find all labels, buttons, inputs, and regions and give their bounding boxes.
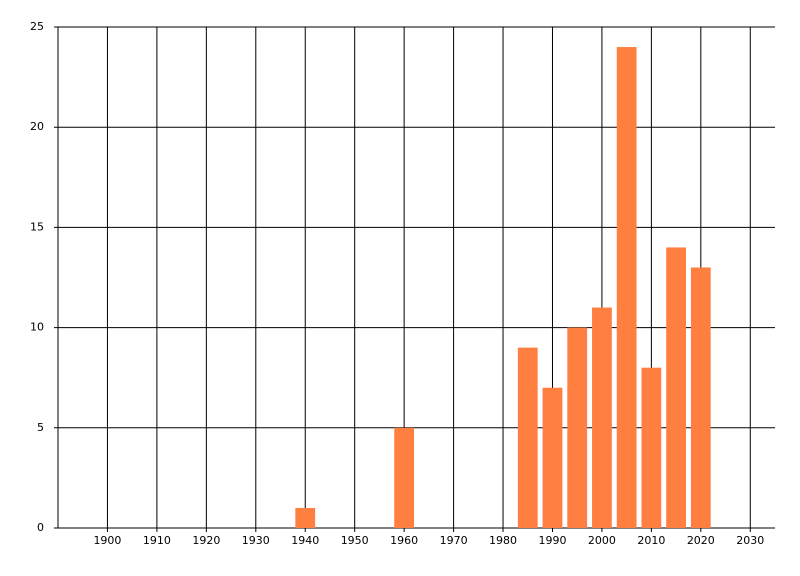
x-tick-label: 1940 [291,534,319,547]
bar [690,267,711,528]
bar [641,367,662,528]
y-tick-label: 15 [30,220,44,233]
bar [666,247,686,528]
bar [295,507,316,528]
bar [616,47,637,528]
bar [517,347,538,528]
bar [592,307,612,528]
x-tick-label: 1980 [489,534,517,547]
x-tick-label: 1920 [192,534,220,547]
y-tick-label: 10 [30,321,44,334]
y-tick-label: 25 [30,20,44,33]
x-tick-label: 1900 [93,534,121,547]
x-tick-label: 1990 [538,534,566,547]
x-tick-label: 1910 [143,534,171,547]
x-tick-label: 1950 [341,534,369,547]
x-tick-label: 1930 [242,534,270,547]
bar [567,327,588,528]
x-tick-label: 2020 [687,534,715,547]
y-tick-label: 0 [37,521,44,534]
y-tick-label: 5 [37,421,44,434]
bar [394,427,415,528]
bar [542,387,563,528]
x-tick-label: 2000 [588,534,616,547]
x-tick-label: 1970 [440,534,468,547]
x-tick-label: 2030 [736,534,764,547]
x-tick-label: 1960 [390,534,418,547]
y-tick-label: 20 [30,120,44,133]
x-tick-label: 2010 [637,534,665,547]
